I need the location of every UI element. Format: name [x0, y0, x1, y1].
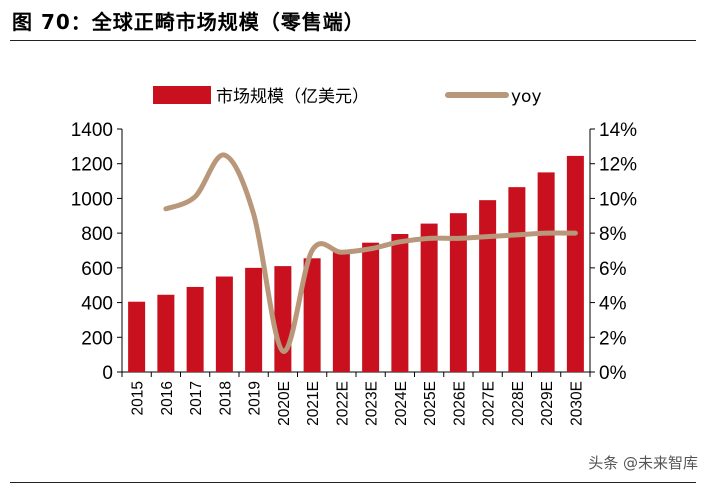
- right-tick-label: 14%: [599, 120, 637, 141]
- bottom-divider: [10, 482, 696, 483]
- x-tick-label: 2015: [130, 381, 147, 415]
- x-tick-label: 2030E: [568, 381, 585, 426]
- x-tick-label: 2024E: [393, 381, 410, 426]
- x-tick-label: 2025E: [422, 381, 439, 426]
- bars: [128, 155, 584, 372]
- x-tick-label: 2016: [159, 381, 176, 415]
- right-tick-label: 0%: [599, 363, 627, 384]
- yoy-series-line: [163, 152, 578, 354]
- bar: [274, 266, 292, 372]
- left-tick-label: 200: [81, 328, 113, 349]
- x-tick-label: 2021E: [305, 381, 322, 426]
- right-axis-ticks: 0% 2% 4% 6% 8% 10% 12% 14%: [590, 120, 637, 384]
- left-tick-label: 1000: [71, 189, 113, 210]
- x-axis-ticks: 2015 2016 2017 2018 2019 2020E 2021E 2022E 2023E…: [121, 372, 591, 426]
- x-tick-label: 2027E: [481, 381, 498, 426]
- legend-bar-swatch: [153, 86, 211, 104]
- x-tick-label: 2026E: [451, 381, 468, 426]
- legend-bar-label: 市场规模（亿美元）: [216, 87, 369, 107]
- title-divider: [10, 40, 696, 41]
- bar: [391, 234, 409, 372]
- x-tick-label: 2018: [217, 381, 234, 415]
- legend-line-label: yoy: [511, 87, 542, 107]
- bar: [508, 187, 526, 372]
- bar: [449, 213, 467, 372]
- left-tick-label: 1400: [71, 120, 113, 141]
- left-tick-label: 1200: [71, 155, 113, 176]
- left-tick-label: 800: [81, 224, 113, 245]
- legend: 市场规模（亿美元） yoy: [153, 86, 542, 107]
- x-tick-label: 2022E: [334, 381, 351, 426]
- bar: [537, 172, 555, 372]
- bar: [245, 267, 263, 372]
- yoy-line: [163, 152, 578, 354]
- x-tick-label: 2017: [188, 381, 205, 415]
- bar: [566, 155, 584, 372]
- watermark: 头条 @未来智库: [588, 454, 698, 472]
- x-tick-label: 2020E: [276, 381, 293, 426]
- bar: [157, 294, 175, 372]
- bar: [303, 258, 321, 372]
- right-tick-label: 4%: [599, 294, 627, 315]
- left-axis-ticks: 0 200 400 600 800 1000 1200 1400: [71, 120, 122, 384]
- right-tick-label: 2%: [599, 328, 627, 349]
- left-tick-label: 600: [81, 259, 113, 280]
- bar: [420, 223, 438, 372]
- bar: [128, 301, 146, 372]
- x-tick-label: 2029E: [539, 381, 556, 426]
- right-tick-label: 6%: [599, 259, 627, 280]
- x-tick-label: 2023E: [364, 381, 381, 426]
- figure-title: 图 70：全球正畸市场规模（零售端）: [12, 10, 365, 34]
- right-tick-label: 8%: [599, 224, 627, 245]
- x-tick-label: 2019: [247, 381, 264, 415]
- bar: [186, 286, 204, 372]
- left-tick-label: 400: [81, 294, 113, 315]
- right-tick-label: 12%: [599, 155, 637, 176]
- x-tick-label: 2028E: [510, 381, 527, 426]
- bar: [332, 250, 350, 372]
- bar: [362, 242, 380, 372]
- left-tick-label: 0: [102, 363, 113, 384]
- bar: [215, 276, 233, 372]
- right-tick-label: 10%: [599, 189, 637, 210]
- bar: [479, 200, 497, 372]
